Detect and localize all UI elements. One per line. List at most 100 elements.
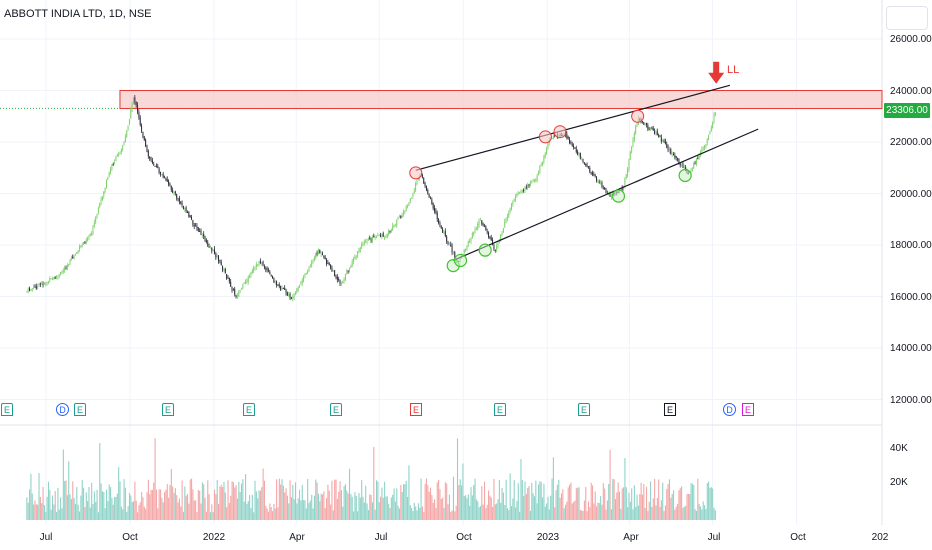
- volume-bar: [197, 489, 199, 520]
- volume-bar: [137, 512, 139, 520]
- candle-body: [624, 178, 626, 187]
- candle-body: [150, 157, 152, 160]
- candle-body: [149, 156, 151, 159]
- volume-bar: [459, 479, 461, 520]
- candle-body: [647, 124, 649, 129]
- candle-body: [648, 128, 650, 130]
- earnings-event-icon[interactable]: E: [1, 403, 13, 416]
- candle-body: [365, 241, 367, 243]
- volume-bar: [311, 494, 313, 520]
- candle-body: [157, 166, 159, 168]
- earnings-event-icon[interactable]: E: [742, 403, 754, 416]
- volume-bar: [532, 493, 534, 520]
- volume-bar: [342, 506, 344, 520]
- volume-bar: [155, 489, 158, 520]
- candle-body: [353, 258, 355, 262]
- volume-bar: [216, 479, 218, 520]
- candle-body: [101, 196, 103, 200]
- volume-bar: [327, 484, 329, 520]
- earnings-event-icon[interactable]: E: [330, 403, 342, 416]
- volume-bar: [655, 505, 657, 520]
- candle-body: [326, 259, 328, 264]
- candle-body: [289, 294, 291, 299]
- sell-arrow-shaft: [713, 61, 720, 74]
- volume-bar: [632, 509, 634, 520]
- time-label: Jul: [707, 532, 721, 543]
- candle-body: [211, 247, 213, 251]
- volume-bar: [284, 492, 286, 520]
- earnings-event-icon[interactable]: E: [578, 403, 590, 416]
- candle-body: [632, 139, 634, 148]
- candle-body: [402, 211, 404, 215]
- volume-bar: [231, 481, 233, 520]
- earnings-event-icon[interactable]: E: [162, 403, 174, 416]
- candle-body: [370, 239, 372, 241]
- candle-body: [232, 289, 234, 291]
- volume-bar: [501, 488, 503, 520]
- dividend-event-icon[interactable]: D: [723, 403, 736, 416]
- volume-bar: [120, 506, 122, 520]
- earnings-event-icon[interactable]: E: [410, 403, 422, 416]
- volume-bar: [64, 481, 66, 520]
- candle-body: [397, 217, 399, 220]
- volume-bar: [277, 507, 279, 520]
- candle-body: [161, 174, 163, 176]
- candle-body: [690, 170, 692, 172]
- candle-body: [69, 259, 71, 265]
- candle-body: [655, 132, 657, 134]
- earnings-event-icon[interactable]: E: [494, 403, 506, 416]
- dividend-event-icon[interactable]: D: [56, 403, 69, 416]
- volume-bar: [328, 490, 330, 520]
- volume-bar: [640, 482, 642, 520]
- volume-bar: [122, 509, 124, 520]
- candle-body: [679, 162, 681, 166]
- candle-body: [228, 277, 230, 282]
- candle-body: [309, 265, 311, 267]
- candle-body: [282, 288, 284, 290]
- volume-bar: [366, 503, 368, 520]
- volume-bar: [305, 508, 307, 520]
- volume-bar: [151, 489, 153, 520]
- volume-bar: [250, 507, 252, 520]
- volume-bar: [181, 480, 183, 520]
- volume-bar: [321, 494, 324, 520]
- candle-body: [508, 212, 510, 217]
- candle-body: [126, 130, 128, 138]
- volume-bar: [116, 493, 118, 520]
- volume-bar: [158, 489, 160, 520]
- volume-bar: [282, 485, 284, 520]
- volume-bar: [474, 478, 476, 520]
- earnings-event-icon[interactable]: E: [74, 403, 86, 416]
- volume-bar: [629, 501, 631, 520]
- volume-bar: [382, 497, 384, 520]
- volume-bar: [519, 511, 521, 520]
- candle-body: [654, 130, 656, 134]
- candle-body: [93, 222, 95, 226]
- volume-bar: [296, 503, 298, 520]
- volume-bar: [281, 479, 283, 520]
- earnings-event-icon[interactable]: E: [243, 403, 255, 416]
- swing-low-marker: [453, 253, 468, 268]
- sell-arrow: [708, 61, 725, 84]
- volume-bar: [161, 497, 163, 520]
- chart-settings-button[interactable]: [886, 6, 928, 30]
- volume-bar: [153, 482, 155, 520]
- candle-body: [284, 287, 286, 290]
- candle-body: [496, 246, 498, 251]
- volume-bar: [405, 480, 407, 520]
- volume-bar: [709, 487, 711, 520]
- volume-bar: [524, 481, 526, 520]
- candle-body: [100, 199, 102, 203]
- volume-bar: [423, 512, 425, 520]
- volume-bar: [43, 505, 45, 520]
- volume-bar: [424, 483, 426, 520]
- earnings-event-icon[interactable]: E: [664, 403, 676, 416]
- volume-bar: [659, 506, 661, 520]
- volume-bar: [637, 505, 639, 520]
- volume-bar: [222, 486, 224, 520]
- candle-body: [216, 256, 218, 258]
- candle-body: [334, 270, 336, 277]
- volume-bar: [362, 496, 364, 520]
- candle-body: [517, 193, 519, 195]
